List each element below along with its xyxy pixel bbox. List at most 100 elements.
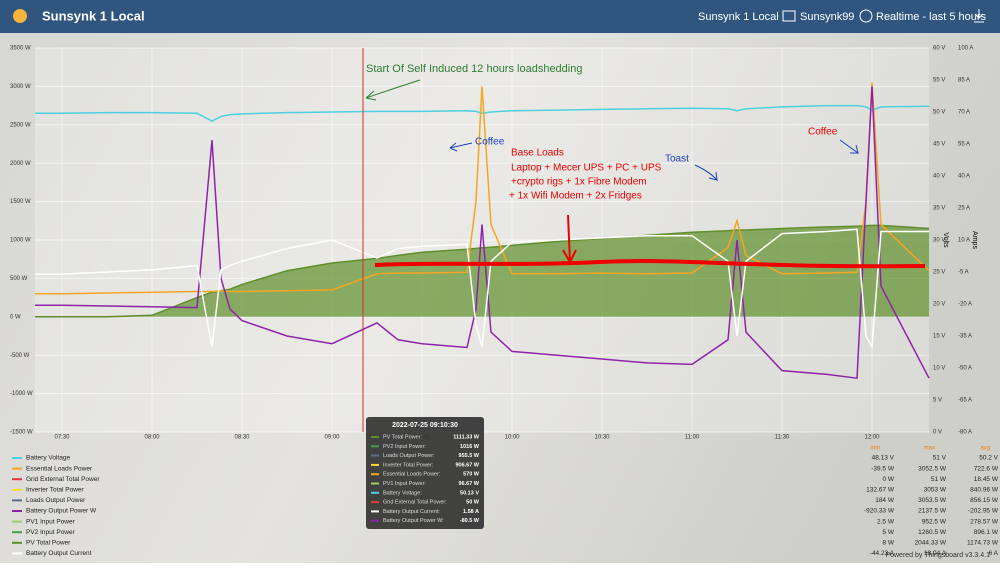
legend-label: Battery Output Current [26,550,92,557]
legend-label: Essential Loads Power [26,465,93,472]
series-line [35,104,930,122]
y-tick-label: 3000 W [10,84,31,90]
arrow [839,139,859,155]
annotation: Base Loads [511,148,564,159]
timewindow[interactable]: Realtime - last 5 hours [876,11,987,23]
stat-header: max [924,446,935,452]
y3-tick-label: 100 A [958,46,973,52]
annotation: Laptop + Mecer UPS + PC + UPS [511,163,662,174]
y-tick-label: -1000 W [10,391,33,397]
annotation: Coffee [475,137,505,148]
device-select[interactable]: Sunsynk 1 Local [698,11,779,23]
y3-tick-label: -35 A [958,334,972,340]
y2-tick-label: 50 V [933,110,945,116]
legend-swatch [12,499,22,502]
tooltip-value: 96.67 W [459,481,480,487]
y3-tick-label: -50 A [958,366,972,372]
y2-tick-label: 30 V [933,238,945,244]
tooltip-label: PV2 Input Power: [383,444,426,450]
legend-stat: 8 W [882,540,894,547]
y-tick-label: 500 W [10,276,28,282]
y2-tick-label: 60 V [933,46,945,52]
tooltip-value: -80.5 W [460,518,480,524]
legend-label: PV1 Input Power [26,518,76,525]
y2-tick-label: 5 V [933,398,942,404]
y2-axis-label: Volts [942,232,949,248]
legend-stat: 132.67 W [866,487,895,494]
legend-stat: 278.57 W [970,518,999,525]
legend-stat: 3053.5 W [918,497,947,504]
legend-stat: 48.13 V [872,455,895,462]
legend-label: Loads Output Power [26,497,86,504]
legend-swatch [12,541,22,544]
legend-stat: 2137.5 W [918,508,947,515]
x-tick-label: 09:00 [324,435,340,441]
tooltip-value: 906.67 W [455,462,479,468]
legend-stat: 856.15 W [970,497,999,504]
base-load-scribble [374,259,926,269]
legend-stat: 18.45 W [974,476,999,483]
logo [13,9,27,23]
arrow [449,142,473,152]
y-tick-label: 1000 W [10,238,31,244]
legend-stat: 3052.5 W [918,465,947,472]
tooltip-value: 1111.33 W [453,434,479,440]
y3-tick-label: 10 A [958,238,970,244]
y2-tick-label: 40 V [933,174,945,180]
x-tick-label: 11:00 [685,435,700,441]
y-tick-label: 0 W [10,314,21,320]
series-area [35,225,929,317]
legend-stat: 5 W [882,529,894,536]
tooltip-swatch [371,436,379,438]
y3-tick-label: 55 A [958,142,970,148]
legend-label: Inverter Total Power [26,487,85,494]
user[interactable]: Sunsynk99 [800,11,854,23]
legend-stat: 2.5 W [877,518,895,525]
footer: Powered by Thingsboard v3.3.4.1 [885,552,990,559]
tooltip-swatch [371,482,379,485]
tooltip-swatch [371,445,379,448]
x-tick-label: 08:30 [234,435,250,441]
dashboard-title: Sunsynk 1 Local [42,8,145,23]
tooltip-label: Battery Voltage: [383,490,422,496]
legend-stat: 722.6 W [974,465,999,472]
tooltip-label: Essential Loads Power: [383,472,441,478]
tooltip-value: 50 W [466,500,480,506]
y3-axis-label: Amps [971,231,978,249]
annotation: +crypto rigs + 1x Fibre Modem [511,177,647,188]
y2-tick-label: 20 V [933,302,945,308]
tooltip-label: Battery Output Power W: [383,518,444,524]
tooltip-swatch [371,510,379,513]
x-tick-label: 10:00 [504,435,520,441]
legend-stat: 184 W [875,497,895,504]
y3-tick-label: 40 A [958,174,970,180]
series-line [35,228,929,350]
legend-label: Battery Output Power W [26,508,97,515]
tooltip-value: 1.58 A [463,509,479,515]
tooltip-value: 570 W [463,472,480,478]
y-tick-label: 2500 W [10,122,31,128]
y3-tick-label: -80 A [958,430,972,436]
legend-stat: -44.23 A [870,550,895,557]
clock-icon [859,9,873,23]
y-tick-label: 2000 W [10,161,31,167]
annotation: Start Of Self Induced 12 hours loadshedd… [366,63,582,75]
tooltip-value: 1016 W [460,444,480,450]
download-icon[interactable] [974,9,984,23]
y-tick-label: -500 W [10,353,30,359]
tooltip-label: Battery Output Current: [383,509,440,515]
legend-stat: 50.2 V [979,455,998,462]
tooltip-label: Loads Output Power: [383,453,435,459]
tooltip-swatch [371,473,379,476]
y-tick-label: -1500 W [10,430,33,436]
tooltip-time: 2022-07-25 09:10:30 [392,422,458,429]
tooltip-value: 50.13 V [460,490,479,496]
tooltip-label: PV Total Power: [383,434,423,440]
legend-swatch [12,520,22,523]
stat-header: min [870,446,880,452]
tooltip-value: 955.5 W [459,453,480,459]
y3-tick-label: -20 A [958,302,972,308]
tooltip-swatch [371,454,379,457]
